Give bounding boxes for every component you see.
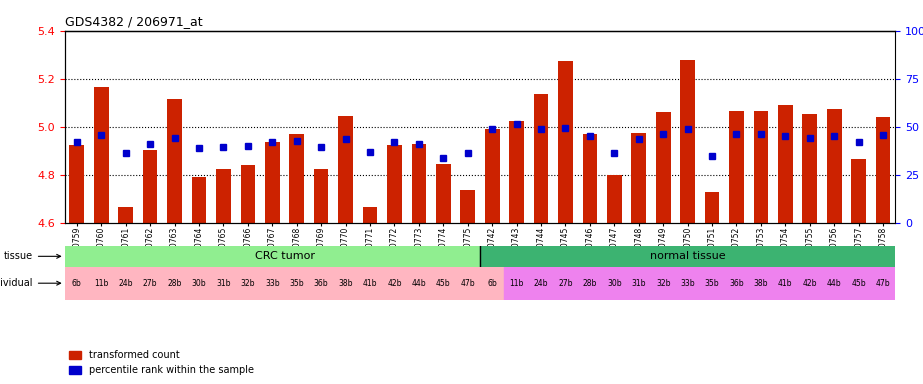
Bar bbox=[504, 267, 907, 300]
Bar bbox=[167, 99, 182, 223]
Text: 24b: 24b bbox=[533, 279, 548, 288]
Text: 35b: 35b bbox=[705, 279, 719, 288]
Text: 33b: 33b bbox=[265, 279, 280, 288]
Text: 11b: 11b bbox=[94, 279, 108, 288]
Bar bbox=[656, 113, 670, 223]
Bar bbox=[69, 145, 84, 223]
Legend: transformed count, percentile rank within the sample: transformed count, percentile rank withi… bbox=[69, 351, 254, 375]
Text: 41b: 41b bbox=[778, 279, 793, 288]
Text: 27b: 27b bbox=[143, 279, 158, 288]
Bar bbox=[778, 105, 793, 223]
Text: 38b: 38b bbox=[339, 279, 353, 288]
Text: 47b: 47b bbox=[876, 279, 891, 288]
Text: 24b: 24b bbox=[118, 279, 133, 288]
Text: normal tissue: normal tissue bbox=[650, 251, 725, 262]
Bar bbox=[558, 61, 573, 223]
Text: 36b: 36b bbox=[314, 279, 329, 288]
Bar bbox=[412, 144, 426, 223]
Text: 45b: 45b bbox=[851, 279, 866, 288]
Text: 47b: 47b bbox=[461, 279, 475, 288]
Bar bbox=[241, 165, 255, 223]
Text: 42b: 42b bbox=[802, 279, 817, 288]
Bar bbox=[265, 142, 280, 223]
Bar bbox=[509, 121, 524, 223]
Text: 38b: 38b bbox=[754, 279, 768, 288]
Text: 28b: 28b bbox=[582, 279, 597, 288]
Bar bbox=[533, 94, 548, 223]
Bar bbox=[876, 117, 891, 223]
Text: GDS4382 / 206971_at: GDS4382 / 206971_at bbox=[65, 15, 202, 28]
Text: tissue: tissue bbox=[4, 251, 61, 262]
Text: CRC tumor: CRC tumor bbox=[255, 251, 315, 262]
Text: 44b: 44b bbox=[412, 279, 426, 288]
Bar bbox=[290, 134, 304, 223]
Bar bbox=[65, 246, 504, 267]
Bar bbox=[363, 207, 378, 223]
Text: 36b: 36b bbox=[729, 279, 744, 288]
Text: individual: individual bbox=[0, 278, 61, 288]
Text: 27b: 27b bbox=[558, 279, 573, 288]
Text: 32b: 32b bbox=[241, 279, 255, 288]
Text: 44b: 44b bbox=[827, 279, 842, 288]
Bar bbox=[705, 192, 719, 223]
Bar bbox=[461, 190, 475, 223]
Text: 11b: 11b bbox=[509, 279, 523, 288]
Bar bbox=[143, 149, 158, 223]
Text: 31b: 31b bbox=[216, 279, 231, 288]
Text: 30b: 30b bbox=[192, 279, 207, 288]
Text: 31b: 31b bbox=[631, 279, 646, 288]
Bar bbox=[480, 246, 895, 267]
Bar bbox=[802, 114, 817, 223]
Text: 45b: 45b bbox=[436, 279, 450, 288]
Bar bbox=[436, 164, 450, 223]
Text: 6b: 6b bbox=[487, 279, 497, 288]
Bar bbox=[338, 116, 353, 223]
Text: 42b: 42b bbox=[387, 279, 402, 288]
Bar bbox=[729, 111, 744, 223]
Bar bbox=[314, 169, 329, 223]
Bar bbox=[753, 111, 768, 223]
Bar bbox=[680, 60, 695, 223]
Text: 28b: 28b bbox=[167, 279, 182, 288]
Text: 33b: 33b bbox=[680, 279, 695, 288]
Bar bbox=[851, 159, 866, 223]
Text: 41b: 41b bbox=[363, 279, 378, 288]
Bar bbox=[387, 145, 402, 223]
Bar bbox=[607, 175, 622, 223]
Text: 6b: 6b bbox=[72, 279, 82, 288]
Bar bbox=[94, 87, 109, 223]
Text: 30b: 30b bbox=[607, 279, 622, 288]
Bar bbox=[582, 134, 597, 223]
Bar bbox=[65, 267, 504, 300]
Text: 32b: 32b bbox=[656, 279, 670, 288]
Bar bbox=[118, 207, 133, 223]
Bar bbox=[485, 129, 499, 223]
Text: 35b: 35b bbox=[290, 279, 304, 288]
Bar bbox=[827, 109, 842, 223]
Bar bbox=[631, 133, 646, 223]
Bar bbox=[216, 169, 231, 223]
Bar bbox=[192, 177, 207, 223]
